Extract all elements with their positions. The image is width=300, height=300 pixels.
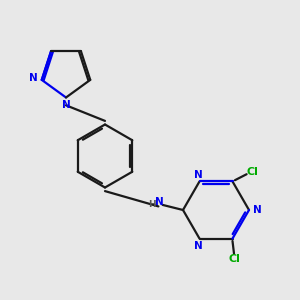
Text: N: N xyxy=(194,170,202,180)
Text: Cl: Cl xyxy=(246,167,258,177)
Text: N: N xyxy=(253,205,262,215)
Text: H: H xyxy=(148,200,156,209)
Text: N: N xyxy=(29,74,38,83)
Text: N: N xyxy=(61,100,70,110)
Text: Cl: Cl xyxy=(228,254,240,264)
Text: N: N xyxy=(155,197,164,207)
Text: N: N xyxy=(194,241,202,251)
